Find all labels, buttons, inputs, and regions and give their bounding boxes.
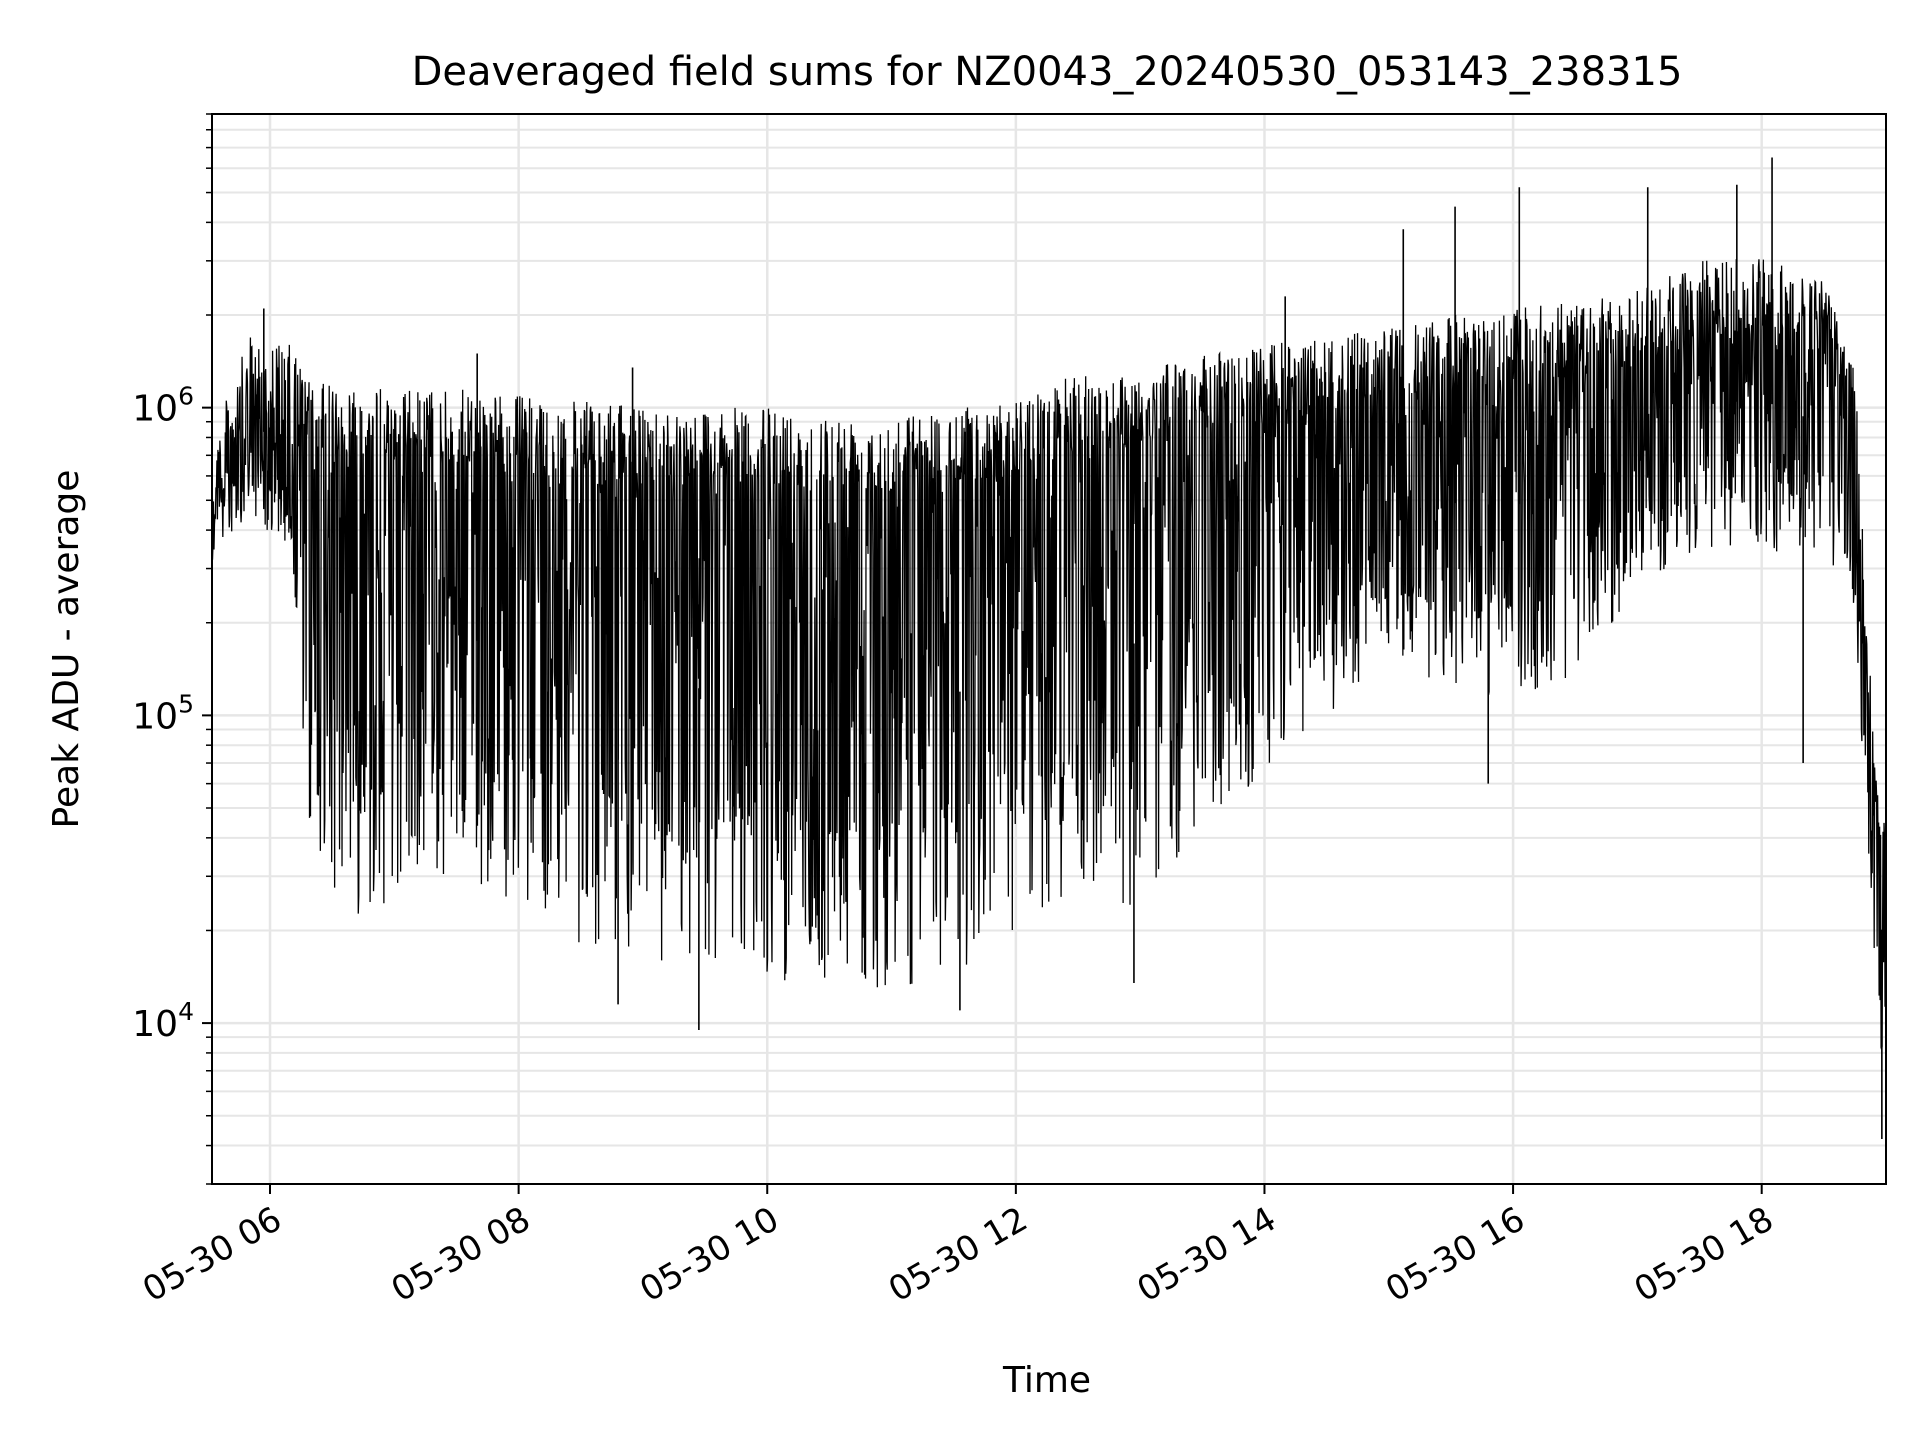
- x-axis-label: Time: [1002, 1360, 1091, 1401]
- y-axis: 104 105 106: [132, 113, 212, 1185]
- y-axis-label: Peak ADU - average: [46, 470, 87, 829]
- series-line: [212, 259, 1886, 1050]
- data-series: [212, 157, 1886, 1140]
- x-tick-label: 05-30 12: [882, 1199, 1034, 1310]
- y-tick-label: 105: [132, 689, 194, 737]
- x-tick-label: 05-30 18: [1628, 1199, 1780, 1310]
- x-tick-label: 05-30 14: [1131, 1199, 1283, 1310]
- x-tick-label: 05-30 06: [136, 1199, 288, 1310]
- y-tick-label: 106: [132, 382, 194, 430]
- x-tick-label: 05-30 08: [385, 1199, 537, 1310]
- chart-title: Deaveraged field sums for NZ0043_2024053…: [412, 49, 1683, 95]
- x-axis: 05-30 06 05-30 08 05-30 10 05-30 12 05-30 14…: [136, 1184, 1780, 1310]
- x-tick-label: 05-30 16: [1379, 1199, 1531, 1310]
- y-tick-label: 104: [132, 997, 194, 1045]
- x-tick-label: 05-30 10: [633, 1199, 785, 1310]
- plot-frame: [211, 113, 1887, 1185]
